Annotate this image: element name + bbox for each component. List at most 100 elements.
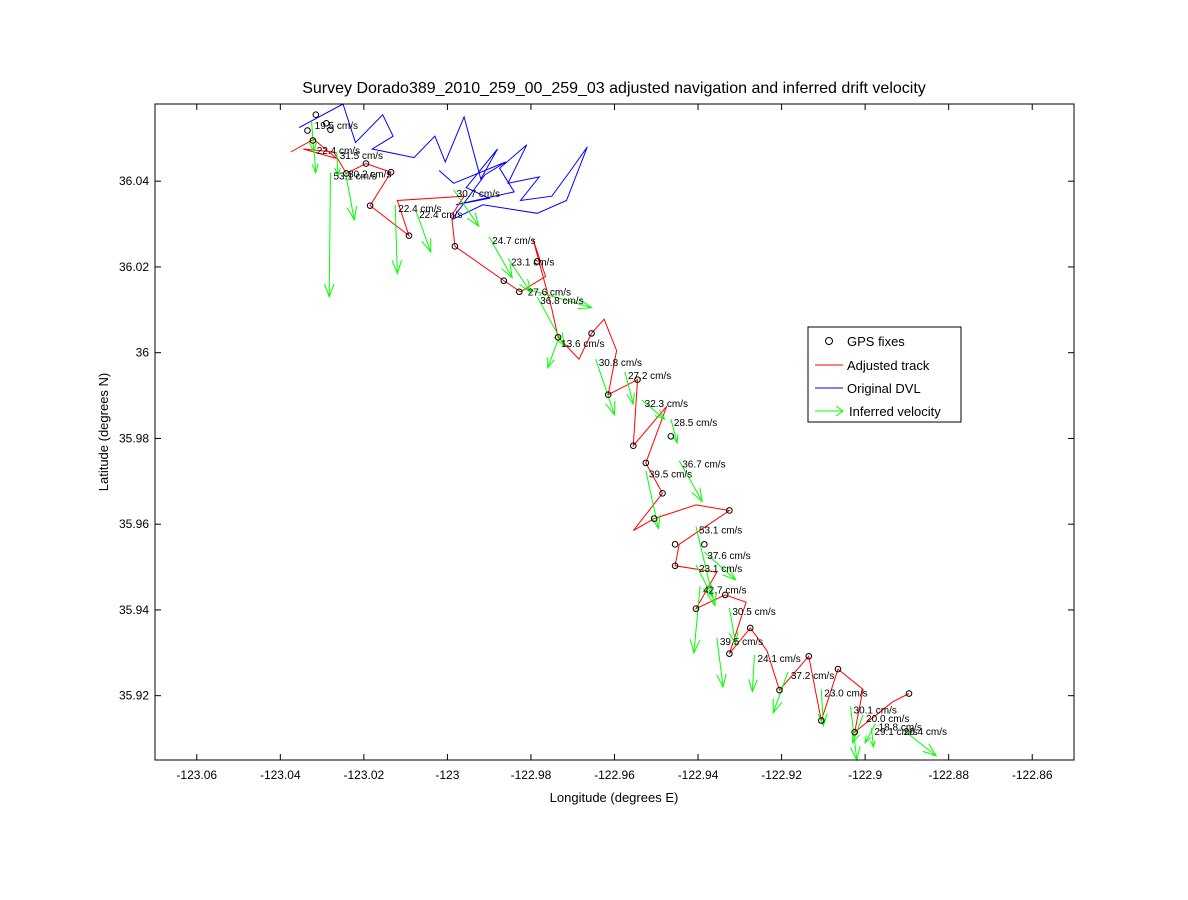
gps-fix-marker [726,650,733,657]
velocity-label: 22.4 cm/s [398,204,441,215]
velocity-label: 27.6 cm/s [528,287,571,298]
velocity-label: 29.1 cm/s [874,727,917,738]
velocity-arrow-head [547,357,555,370]
gps-fix-marker [851,728,858,736]
velocity-arrow-shaft [850,706,858,761]
velocity-label: 53.1 cm/s [699,525,742,536]
velocity-arrow-head [519,278,532,294]
gps-fix-marker [671,562,679,570]
velocity-arrow-shaft [695,564,714,598]
velocity-arrow-head [311,163,319,175]
velocity-arrow [748,654,758,693]
velocity-label: 18.8 cm/s [879,723,922,734]
gps-fix-marker [776,686,783,694]
gps-fix-marker [387,168,395,176]
velocity-arrow-shaft [678,460,703,502]
velocity-arrow-shaft [900,727,937,757]
x-tick-label: -122.96 [594,768,635,782]
velocity-arrow-shaft [524,287,592,309]
velocity-arrow [344,170,358,222]
velocity-arrow-head [706,591,717,608]
y-tick-label: 36.02 [119,260,149,274]
velocity-arrow [645,470,661,530]
legend-gps-marker [825,337,833,345]
velocity-label: 13.6 cm/s [561,339,604,350]
velocity-label-layer: 19.5 cm/s22.4 cm/s31.5 cm/s53.1 cm/s30.2… [315,121,947,738]
velocity-arrow [641,399,666,421]
gps-fix-marker [451,243,459,250]
velocity-arrow-head [864,735,872,745]
gps-fix-marker [588,330,595,337]
velocity-label: 30.5 cm/s [732,607,775,618]
gps-fix-marker [405,232,413,239]
velocity-label: 39.5 cm/s [649,470,692,481]
velocity-arrow-shaft [716,637,724,688]
velocity-arrow [703,551,737,581]
velocity-arrow-shaft [751,654,755,692]
x-tick-label: -122.86 [1012,768,1053,782]
original-dvl-line [298,104,588,221]
gps-fix-marker [834,665,842,673]
gps-fix-marker [701,541,708,548]
velocity-arrow-shaft [336,151,339,176]
velocity-arrow-shaft [728,607,737,645]
y-tick-label: 35.98 [119,431,149,445]
velocity-arrow-head [922,743,938,757]
gps-fix-marker [554,333,562,341]
gps-fix-marker [746,624,754,632]
velocity-arrow-shaft [820,689,824,726]
legend-dvl-label: Original DVL [847,381,921,396]
gps-fix-marker [671,541,679,548]
velocity-arrow-head [728,631,739,646]
x-tick-label: -123 [435,768,459,782]
gps-fix-marker [817,717,825,724]
velocity-arrow-shaft [313,146,317,173]
velocity-arrow-head [467,212,480,228]
velocity-arrow-head [421,237,432,254]
velocity-arrow-head [702,584,714,599]
velocity-arrow-shaft [670,419,678,443]
velocity-arrow-head [346,205,358,222]
x-axis-label: Longitude (degrees E) [550,790,679,805]
velocity-arrow [864,723,877,745]
velocity-arrow [324,172,335,299]
y-tick-label: 35.94 [119,603,149,617]
velocity-label: 32.3 cm/s [645,399,688,410]
velocity-arrow [900,727,938,757]
velocity-arrow-shaft [344,170,355,220]
gps-fix-marker [304,127,311,134]
velocity-arrow-head [334,167,341,178]
velocity-label: 22.4 cm/s [317,146,360,157]
x-tick-label: -122.94 [678,768,719,782]
velocity-arrow-shaft [415,211,432,253]
velocity-arrow-shaft [864,723,877,744]
velocity-arrow-head [391,259,403,275]
legend-velocity-label: Inferred velocity [849,404,941,419]
y-axis-ticks: 35.92 35.94 35.96 35.98 36 36.02 36.04 [119,174,1074,703]
velocity-arrow-head [650,514,661,530]
velocity-label: 53.1 cm/s [333,172,376,183]
gps-fix-marker [659,490,666,497]
velocity-arrow-shaft [703,551,736,581]
velocity-arrow-head [605,400,616,417]
velocity-arrow-shaft [488,236,513,278]
velocity-arrow-shaft [693,586,701,653]
gps-fix-marker [343,170,350,177]
y-tick-label: 36.04 [119,174,149,188]
x-tick-label: -122.92 [761,768,802,782]
velocity-arrow-head [501,263,513,279]
adjusted-track-layer [290,138,910,734]
velocity-label: 23.0 cm/s [824,688,867,699]
velocity-label: 30.8 cm/s [599,358,642,369]
velocity-arrow [547,339,559,370]
x-tick-label: -123.04 [260,768,301,782]
velocity-arrow-shaft [595,358,615,416]
velocity-arrow [334,151,341,178]
velocity-arrow-head [671,434,679,445]
y-axis-label: Latitude (degrees N) [96,373,111,492]
x-axis-ticks: -123.06 -123.04 -123.02 -123 -122.98 -122.96 -… [176,104,1053,782]
velocity-arrow [415,211,432,254]
velocity-arrow-head [748,679,758,693]
velocity-arrow-head [870,740,876,749]
